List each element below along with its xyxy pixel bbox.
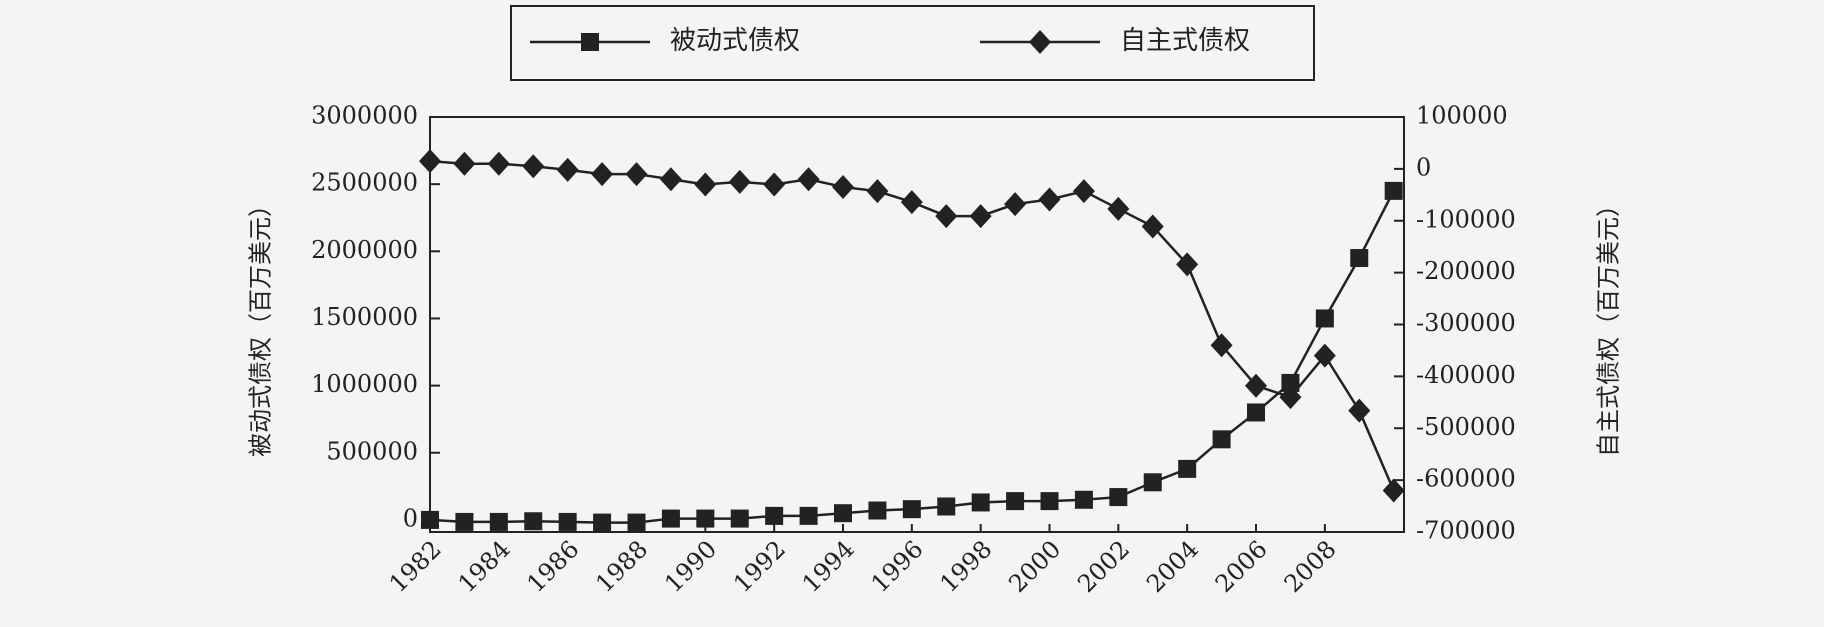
data-point <box>866 179 889 204</box>
y-tick-label: 1000000 <box>311 370 418 398</box>
data-point <box>728 169 751 194</box>
data-point <box>1038 187 1061 212</box>
data-point <box>1245 373 1268 398</box>
y2-tick-label: -500000 <box>1416 413 1516 441</box>
data-point <box>556 157 579 182</box>
data-point <box>593 513 612 532</box>
data-point <box>730 509 749 528</box>
data-point <box>694 172 717 197</box>
y-tick-label: 2500000 <box>311 169 418 197</box>
data-point <box>558 512 577 531</box>
series-line <box>429 190 1395 524</box>
y2-tick-label: -200000 <box>1416 257 1516 285</box>
data-point <box>659 167 682 192</box>
data-point <box>1382 478 1405 503</box>
legend-label: 被动式债权 <box>670 26 800 56</box>
legend-label: 自主式债权 <box>1120 26 1250 56</box>
data-point <box>1178 459 1197 478</box>
data-point <box>797 167 820 192</box>
data-point <box>1143 473 1162 492</box>
data-point <box>1074 490 1093 509</box>
data-point <box>1279 385 1302 410</box>
y-tick-label: 1500000 <box>311 303 418 331</box>
data-point <box>591 162 614 187</box>
data-point <box>1210 333 1233 358</box>
data-point <box>661 509 680 528</box>
data-point <box>765 506 784 525</box>
data-point <box>763 172 786 197</box>
data-point <box>1141 214 1164 239</box>
data-point <box>969 204 992 229</box>
data-point <box>1176 252 1199 277</box>
plot-frame <box>429 116 1405 533</box>
data-point <box>1281 373 1300 392</box>
data-point <box>455 512 474 531</box>
y2-tick-label: -300000 <box>1416 309 1516 337</box>
legend-marker <box>581 33 599 51</box>
data-point <box>1107 196 1130 221</box>
data-point <box>832 175 855 200</box>
data-point <box>1315 309 1334 328</box>
legend-marker <box>1029 30 1051 54</box>
x-tick-label: 1988 <box>590 535 653 598</box>
y2-tick-label: -400000 <box>1416 361 1516 389</box>
data-point <box>522 154 545 179</box>
data-point <box>489 512 508 531</box>
data-point <box>1348 398 1371 423</box>
data-point <box>1040 492 1059 511</box>
data-point <box>799 506 818 525</box>
data-point <box>1072 179 1095 204</box>
y-tick-label: 0 <box>403 504 418 532</box>
x-tick-label: 2004 <box>1141 535 1204 598</box>
data-point <box>487 151 510 176</box>
data-point <box>453 151 476 176</box>
data-point <box>1212 430 1231 449</box>
data-point <box>421 510 439 529</box>
data-point <box>900 190 923 215</box>
x-tick-label: 1986 <box>522 535 585 598</box>
x-tick-label: 1998 <box>935 535 998 598</box>
legend-box <box>510 5 1315 81</box>
data-point <box>524 512 543 531</box>
y2-tick-label: 0 <box>1416 153 1431 181</box>
data-point <box>696 509 715 528</box>
data-point <box>971 493 990 512</box>
x-tick-label: 2002 <box>1072 535 1135 598</box>
data-point <box>868 501 887 520</box>
y-tick-label: 500000 <box>326 437 418 465</box>
x-tick-label: 2006 <box>1210 535 1273 598</box>
x-tick-label: 2000 <box>1003 535 1066 598</box>
data-point <box>1004 192 1027 217</box>
data-point <box>834 504 853 523</box>
y-tick-label: 3000000 <box>311 102 418 130</box>
data-point <box>902 500 921 519</box>
y2-tick-label: -700000 <box>1416 517 1516 545</box>
x-tick-label: 1982 <box>384 535 447 598</box>
x-tick-label: 1992 <box>728 535 791 598</box>
data-point <box>1350 249 1369 268</box>
data-point <box>937 497 956 516</box>
y2-tick-label: -600000 <box>1416 465 1516 493</box>
data-point <box>1247 403 1266 422</box>
data-point <box>627 513 646 532</box>
y-axis-label: 被动式债权（百万美元） <box>247 193 275 457</box>
y-tick-label: 2000000 <box>311 236 418 264</box>
data-point <box>625 162 648 187</box>
x-tick-label: 2008 <box>1279 535 1342 598</box>
y2-tick-label: -100000 <box>1416 205 1516 233</box>
data-point <box>935 204 958 229</box>
data-point <box>419 149 441 174</box>
data-point <box>1313 343 1336 368</box>
y2-axis-label: 自主式债权（百万美元） <box>1595 193 1623 457</box>
x-tick-label: 1990 <box>659 535 722 598</box>
x-tick-label: 1984 <box>453 535 516 598</box>
data-point <box>1006 492 1025 511</box>
x-tick-label: 1994 <box>797 535 860 598</box>
x-tick-label: 1996 <box>866 535 929 598</box>
data-point <box>1384 181 1403 200</box>
data-point <box>1109 488 1128 507</box>
y2-tick-label: 100000 <box>1416 102 1508 130</box>
